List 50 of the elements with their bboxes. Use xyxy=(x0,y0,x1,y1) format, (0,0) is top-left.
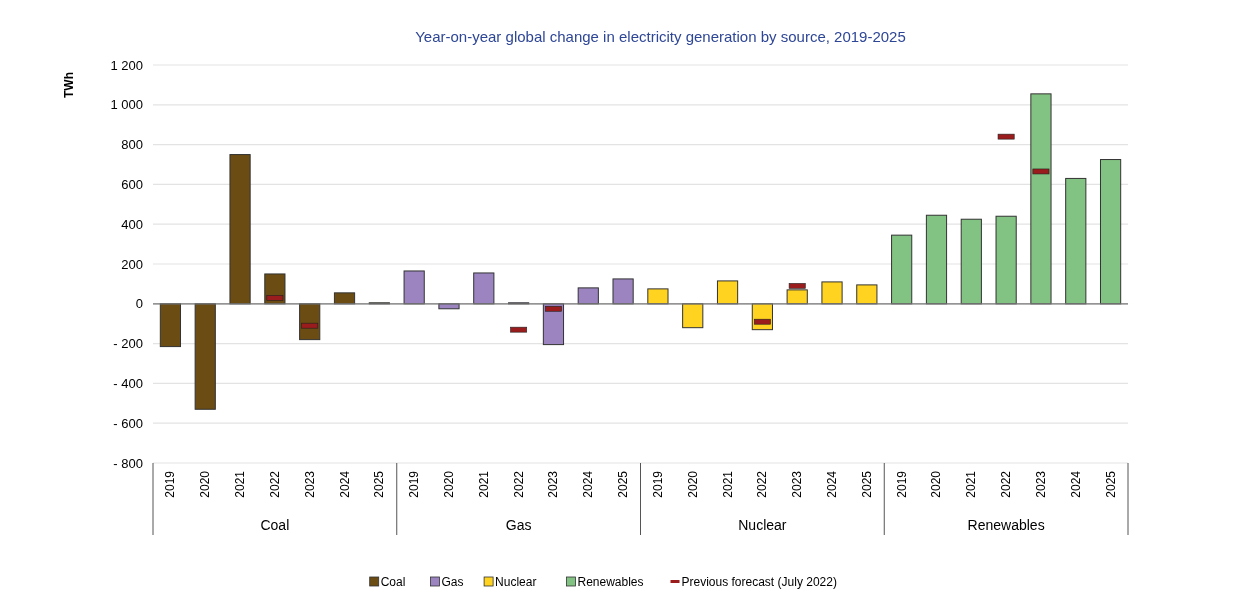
x-tick-label: 2023 xyxy=(302,470,317,498)
y-tick-label: - 800 xyxy=(113,455,143,471)
x-tick-label: 2024 xyxy=(825,470,840,498)
y-tick-label: - 200 xyxy=(113,336,143,352)
y-tick-label: - 400 xyxy=(113,375,143,391)
text: Renewables xyxy=(967,517,1045,533)
y-tick-label: 1 000 xyxy=(110,97,143,113)
y-tick-label: 400 xyxy=(121,216,143,232)
chart-title: Year-on-year global change in electricity generation by source, 2019-2025 xyxy=(415,28,906,45)
legend-label: Renewables xyxy=(577,575,644,589)
y-tick-label: - 600 xyxy=(113,415,143,431)
legend-label: Previous forecast (July 2022) xyxy=(681,575,837,589)
x-tick-label: 2025 xyxy=(372,470,387,498)
x-tick-label: 2024 xyxy=(337,470,352,498)
x-tick-label: 2020 xyxy=(198,470,213,498)
y-tick-label: 200 xyxy=(121,256,143,272)
x-tick-label: 2021 xyxy=(233,470,248,498)
x-tick-label: 2023 xyxy=(790,470,805,498)
x-tick-label: 2022 xyxy=(267,470,282,498)
x-tick-label: 2022 xyxy=(999,470,1014,498)
x-tick-label: 2024 xyxy=(1068,470,1083,498)
x-tick-label: 2021 xyxy=(964,470,979,498)
y-axis-title: TWh xyxy=(62,72,76,98)
text: Gas xyxy=(505,517,532,533)
x-tick-label: 2021 xyxy=(720,470,735,498)
x-tick-label: 2020 xyxy=(685,470,700,498)
y-tick-label: 1 200 xyxy=(110,57,143,73)
x-tick-label: 2025 xyxy=(616,470,631,498)
x-tick-label: 2019 xyxy=(163,470,178,498)
y-tick-label: 0 xyxy=(135,296,143,312)
legend-label: Gas xyxy=(441,575,464,589)
x-tick-label: 2020 xyxy=(441,470,456,498)
x-tick-label: 2022 xyxy=(511,470,526,498)
y-tick-label: 600 xyxy=(121,176,143,192)
text: Nuclear xyxy=(738,517,787,533)
x-tick-label: 2023 xyxy=(1033,470,1048,498)
x-tick-label: 2020 xyxy=(929,470,944,498)
x-tick-label: 2024 xyxy=(581,470,596,498)
x-tick-label: 2019 xyxy=(650,470,665,498)
x-tick-label: 2019 xyxy=(407,470,422,498)
y-tick-label: 800 xyxy=(121,137,143,153)
legend-label: Coal xyxy=(380,575,406,589)
x-tick-label: 2022 xyxy=(755,470,770,498)
x-tick-label: 2023 xyxy=(546,470,561,498)
legend-label: Nuclear xyxy=(495,575,537,589)
x-tick-label: 2019 xyxy=(894,470,909,498)
x-tick-label: 2025 xyxy=(1103,470,1118,498)
text: Coal xyxy=(260,517,290,533)
x-tick-label: 2021 xyxy=(476,470,491,498)
x-tick-label: 2025 xyxy=(859,470,874,498)
